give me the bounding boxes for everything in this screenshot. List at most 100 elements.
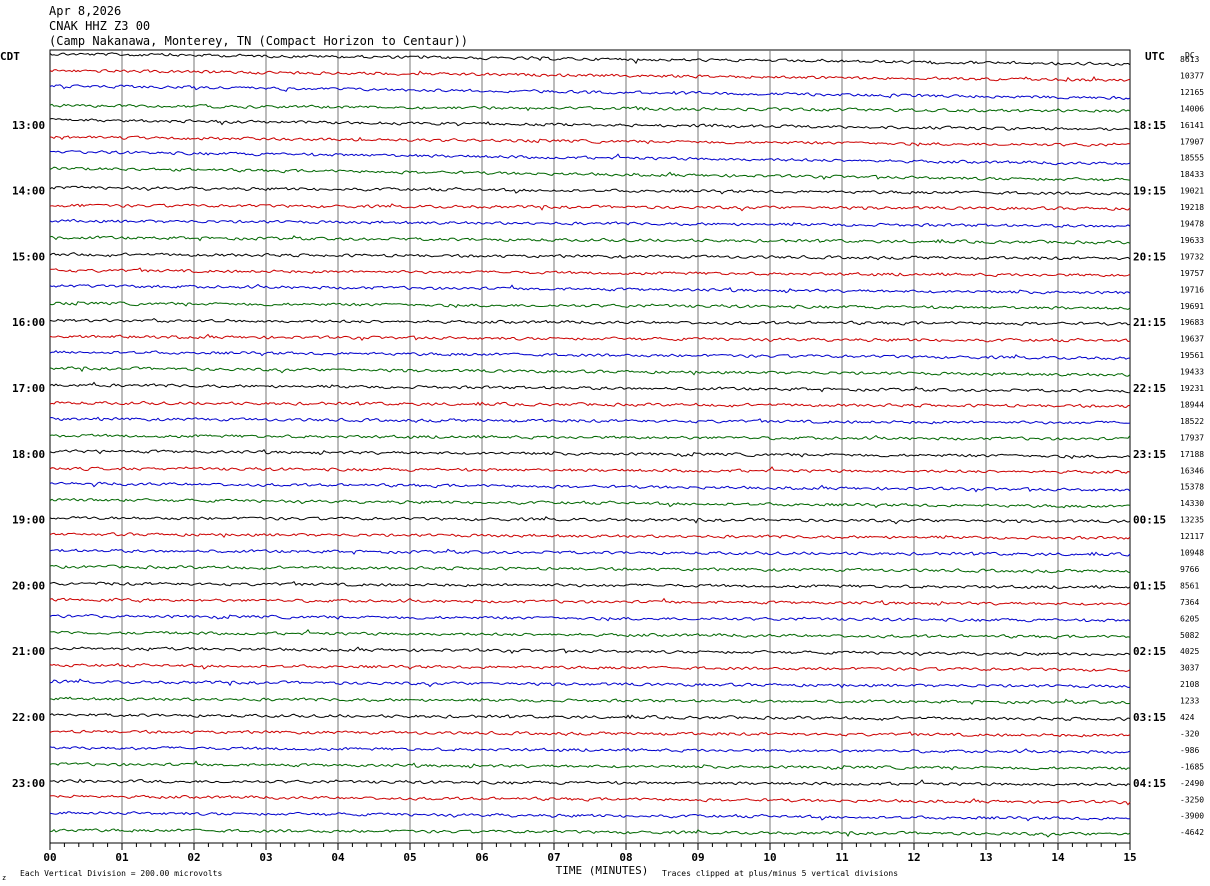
- seismic-trace: [49, 84, 1131, 100]
- dc-offset-label: 19633: [1180, 236, 1204, 245]
- seismic-trace: [49, 203, 1131, 212]
- seismic-trace: [49, 713, 1131, 722]
- seismic-trace: [49, 613, 1131, 623]
- seismic-trace: [49, 350, 1131, 361]
- utc-hour-label: 03:15: [1133, 711, 1166, 724]
- seismic-trace: [49, 794, 1131, 806]
- left-axis-label: CDT: [0, 50, 20, 63]
- cdt-hour-label: 17:00: [12, 382, 45, 395]
- cdt-hour-label: 21:00: [12, 645, 45, 658]
- x-axis-label: TIME (MINUTES): [556, 864, 649, 877]
- x-tick-label: 04: [331, 851, 345, 864]
- seismic-trace: [49, 564, 1131, 574]
- seismic-trace: [49, 696, 1131, 705]
- dc-label: DC: [1185, 51, 1195, 60]
- seismic-trace: [49, 662, 1131, 673]
- dc-offset-label: 19732: [1180, 252, 1204, 261]
- location-line: (Camp Nakanawa, Monterey, TN (Compact Ho…: [49, 34, 469, 48]
- x-tick-label: 06: [475, 851, 489, 864]
- dc-offset-label: 8561: [1180, 581, 1199, 590]
- x-tick-label: 02: [187, 851, 200, 864]
- dc-offset-label: 19757: [1180, 269, 1204, 278]
- utc-hour-label: 18:15: [1133, 119, 1166, 132]
- cdt-hour-label: 16:00: [12, 316, 45, 329]
- scale-footer: Each Vertical Division = 200.00 microvol…: [20, 869, 222, 878]
- plot-frame: [49, 49, 1131, 844]
- dc-offset-label: 19683: [1180, 318, 1204, 327]
- seismic-trace: [49, 449, 1131, 460]
- dc-offset-label: 424: [1180, 713, 1195, 722]
- dc-offset-label: 19231: [1180, 384, 1204, 393]
- dc-offset-label: 14330: [1180, 499, 1204, 508]
- dc-offset-label: -2490: [1180, 779, 1204, 788]
- seismic-trace: [49, 69, 1131, 82]
- station-line: CNAK HHZ Z3 00: [49, 19, 151, 33]
- seismic-trace: [50, 828, 1131, 838]
- dc-offset-label: 3037: [1180, 664, 1199, 673]
- utc-hour-label: 20:15: [1133, 250, 1166, 263]
- dc-offset-label: -4642: [1180, 828, 1204, 837]
- x-tick-label: 03: [259, 851, 272, 864]
- seismic-trace: [49, 166, 1131, 182]
- seismic-trace: [49, 185, 1131, 196]
- utc-hour-label: 22:15: [1133, 382, 1166, 395]
- clip-footer: Traces clipped at plus/minus 5 vertical …: [662, 869, 898, 878]
- dc-offset-label: 5082: [1180, 631, 1199, 640]
- seismic-trace: [49, 466, 1131, 474]
- cdt-hour-label: 14:00: [12, 185, 45, 198]
- x-tick-label: 11: [835, 851, 849, 864]
- utc-hour-label: 19:15: [1133, 185, 1166, 198]
- x-tick-label: 09: [691, 851, 704, 864]
- dc-offset-label: -320: [1180, 729, 1199, 738]
- seismic-trace: [49, 150, 1131, 166]
- dc-offset-label: 15378: [1180, 483, 1204, 492]
- dc-offset-label: 16346: [1180, 466, 1204, 475]
- dc-offset-label: 18522: [1180, 417, 1204, 426]
- right-axis-label: UTC: [1145, 50, 1165, 63]
- seismic-trace: [49, 746, 1131, 754]
- date-line: Apr 8,2026: [49, 4, 122, 18]
- cdt-hour-label: 20:00: [12, 579, 45, 592]
- dc-offset-label: 17907: [1180, 137, 1204, 146]
- x-tick-label: 15: [1123, 851, 1136, 864]
- dc-offset-label: 8613: [1180, 55, 1199, 64]
- dc-offset-label: 18944: [1180, 400, 1204, 409]
- seismic-trace: [49, 267, 1131, 278]
- x-tick-label: 08: [619, 851, 632, 864]
- cdt-hour-label: 13:00: [12, 119, 45, 132]
- utc-hour-label: 01:15: [1133, 579, 1166, 592]
- dc-offset-label: 19561: [1180, 351, 1204, 360]
- dc-offset-label: 1233: [1180, 697, 1199, 706]
- dc-offset-label: -986: [1180, 746, 1199, 755]
- x-tick-label: 14: [1051, 851, 1065, 864]
- seismic-trace: [49, 366, 1131, 377]
- seismic-trace: [49, 548, 1131, 557]
- cdt-hour-label: 18:00: [12, 448, 45, 461]
- dc-offset-label: -3250: [1180, 795, 1204, 804]
- seismic-trace: [49, 729, 1131, 738]
- cdt-hour-label: 22:00: [12, 711, 45, 724]
- trace-group: [49, 52, 1131, 838]
- dc-offset-label: 19716: [1180, 285, 1204, 294]
- dc-offset-label: 10377: [1180, 71, 1204, 80]
- utc-hour-label: 04:15: [1133, 777, 1166, 790]
- dc-offset-label: -1685: [1180, 762, 1204, 771]
- x-tick-label: 12: [907, 851, 920, 864]
- dc-offset-label: 18555: [1180, 154, 1204, 163]
- seismic-trace: [49, 235, 1131, 245]
- seismic-trace: [49, 117, 1131, 131]
- dc-offset-label: 14006: [1180, 104, 1204, 113]
- seismic-trace: [49, 760, 1131, 771]
- seismic-trace: [49, 481, 1131, 493]
- dc-offset-label: 19218: [1180, 203, 1204, 212]
- seismic-trace: [49, 516, 1131, 525]
- x-tick-label: 00: [43, 851, 56, 864]
- seismic-trace: [49, 646, 1131, 657]
- x-tick-label: 05: [403, 851, 416, 864]
- dc-offset-label: 2108: [1180, 680, 1199, 689]
- seismic-trace: [49, 333, 1131, 343]
- seismic-trace: [49, 252, 1131, 261]
- seismic-trace: [49, 400, 1131, 409]
- seismic-trace: [49, 318, 1131, 326]
